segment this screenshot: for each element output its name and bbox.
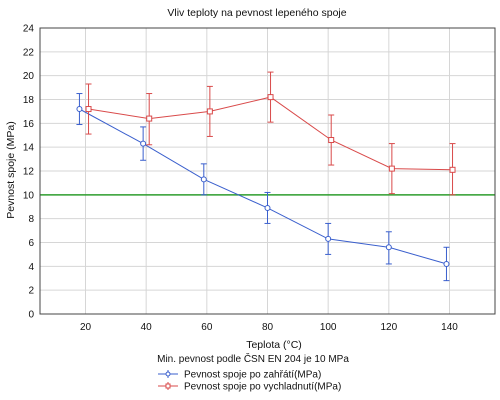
y-tick-label: 16 bbox=[23, 119, 35, 130]
chart-title: Vliv teploty na pevnost lepeného spoje bbox=[167, 7, 346, 19]
y-tick-label: 14 bbox=[23, 143, 35, 154]
legend-entry-2: Pevnost spoje po vychladnutí(MPa) bbox=[158, 382, 341, 393]
legend-label: Pevnost spoje po zahřátí(MPa) bbox=[184, 370, 321, 381]
grid bbox=[40, 28, 495, 314]
legend-reference-label: Min. pevnost podle ČSN EN 204 je 10 MPa bbox=[157, 352, 349, 365]
y-tick-label: 12 bbox=[23, 167, 35, 178]
y-tick-label: 24 bbox=[23, 24, 35, 35]
y-tick-label: 22 bbox=[23, 47, 35, 58]
legend: Min. pevnost podle ČSN EN 204 je 10 MPa … bbox=[157, 352, 349, 393]
data-point bbox=[388, 165, 395, 172]
y-tick-label: 0 bbox=[28, 310, 34, 321]
data-point bbox=[206, 108, 213, 115]
x-tick-label: 100 bbox=[320, 322, 337, 333]
y-tick-label: 6 bbox=[28, 238, 34, 249]
x-tick-labels: 20 40 60 80 100 120 140 bbox=[80, 322, 458, 333]
series-1 bbox=[76, 93, 450, 282]
data-point bbox=[449, 166, 456, 173]
x-tick-label: 40 bbox=[141, 322, 153, 333]
legend-marker bbox=[165, 371, 171, 377]
data-point bbox=[325, 235, 332, 242]
y-axis-label: Pevnost spoje (MPa) bbox=[5, 121, 17, 218]
y-tick-label: 18 bbox=[23, 95, 35, 106]
x-tick-label: 80 bbox=[262, 322, 274, 333]
data-point bbox=[76, 106, 83, 113]
legend-entries: Pevnost spoje po zahřátí(MPa)Pevnost spo… bbox=[158, 370, 341, 393]
data-point bbox=[146, 115, 153, 122]
data-point bbox=[264, 204, 271, 211]
legend-marker bbox=[165, 383, 171, 389]
legend-entry-1: Pevnost spoje po zahřátí(MPa) bbox=[158, 370, 321, 381]
series-2 bbox=[85, 71, 456, 196]
x-axis-label: Teplota (°C) bbox=[246, 339, 302, 351]
data-point bbox=[267, 94, 274, 101]
y-tick-label: 10 bbox=[23, 190, 35, 201]
series-group bbox=[76, 71, 456, 282]
data-point bbox=[140, 140, 147, 147]
x-tick-label: 60 bbox=[201, 322, 213, 333]
y-tick-label: 8 bbox=[28, 214, 34, 225]
y-tick-label: 20 bbox=[23, 71, 35, 82]
data-point bbox=[443, 260, 450, 267]
plot-frame bbox=[39, 27, 496, 315]
x-tick-label: 120 bbox=[380, 322, 397, 333]
legend-label: Pevnost spoje po vychladnutí(MPa) bbox=[184, 382, 341, 393]
y-tick-label: 4 bbox=[28, 262, 34, 273]
data-point bbox=[200, 176, 207, 183]
x-tick-label: 20 bbox=[80, 322, 92, 333]
data-point bbox=[328, 137, 335, 144]
data-point bbox=[85, 106, 92, 113]
data-point bbox=[385, 244, 392, 251]
x-tick-label: 140 bbox=[441, 322, 458, 333]
y-tick-label: 2 bbox=[28, 286, 34, 297]
